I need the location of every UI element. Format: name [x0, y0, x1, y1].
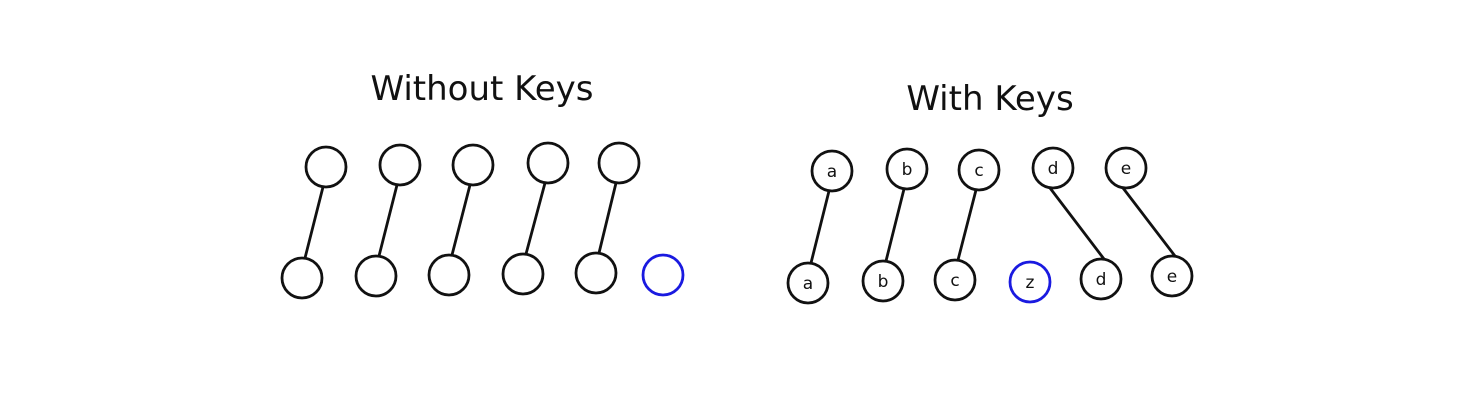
- link-line: [809, 189, 831, 265]
- link-line: [597, 181, 618, 255]
- node-circle: [641, 253, 685, 297]
- panel-title-without-keys: Without Keys: [370, 69, 593, 109]
- node-circle: [304, 145, 348, 189]
- link-line: [303, 185, 325, 260]
- nodes-group: [280, 141, 685, 300]
- link-line: [377, 183, 399, 258]
- node-label: d: [1096, 270, 1107, 290]
- node-circle: [786, 261, 830, 305]
- bottom-node: [574, 251, 618, 295]
- node-circle: [280, 256, 324, 300]
- node-circle: [885, 147, 929, 191]
- link-line: [956, 188, 978, 262]
- bottom-node: [354, 254, 398, 298]
- panel-title-with-keys: With Keys: [906, 79, 1073, 119]
- top-node: d: [1031, 146, 1075, 190]
- node-circle: [526, 141, 570, 185]
- node-circle: [861, 259, 905, 303]
- nodes-group: a b c d e a b c z d e: [786, 146, 1194, 305]
- node-label: c: [950, 271, 959, 291]
- link-line: [450, 183, 472, 257]
- node-circle: [1008, 260, 1052, 304]
- new-bottom-node: [641, 253, 685, 297]
- node-circle: [1150, 254, 1194, 298]
- link-line: [524, 181, 547, 256]
- node-circle: [597, 141, 641, 185]
- bottom-node: [280, 256, 324, 300]
- bottom-node: a: [786, 261, 830, 305]
- node-circle: [810, 149, 854, 193]
- node-circle: [1104, 146, 1148, 190]
- node-circle: [451, 143, 495, 187]
- node-label: a: [827, 162, 837, 182]
- node-circle: [427, 253, 471, 297]
- node-label: b: [878, 272, 889, 292]
- panel-with-keys: With Keys a b c d e a b c z d e: [786, 79, 1194, 305]
- top-node: [597, 141, 641, 185]
- node-label: e: [1121, 159, 1131, 179]
- node-circle: [574, 251, 618, 295]
- links-group: [809, 186, 1177, 265]
- node-label: a: [803, 274, 813, 294]
- link-line: [1121, 186, 1177, 258]
- node-circle: [933, 258, 977, 302]
- top-node: b: [885, 147, 929, 191]
- node-circle: [957, 148, 1001, 192]
- node-circle: [1031, 146, 1075, 190]
- node-circle: [1079, 257, 1123, 301]
- bottom-node: b: [861, 259, 905, 303]
- node-circle: [501, 252, 545, 296]
- node-label: d: [1048, 159, 1059, 179]
- top-node: [451, 143, 495, 187]
- top-node: a: [810, 149, 854, 193]
- node-label: b: [902, 160, 913, 180]
- node-label: c: [974, 161, 983, 181]
- top-node: [378, 143, 422, 187]
- node-label: z: [1026, 273, 1035, 293]
- bottom-node: [501, 252, 545, 296]
- link-line: [1048, 186, 1106, 261]
- link-line: [884, 187, 906, 263]
- bottom-node: d: [1079, 257, 1123, 301]
- top-node: c: [957, 148, 1001, 192]
- new-bottom-node: z: [1008, 260, 1052, 304]
- bottom-node: c: [933, 258, 977, 302]
- bottom-node: e: [1150, 254, 1194, 298]
- links-group: [303, 181, 618, 260]
- top-node: [304, 145, 348, 189]
- node-label: e: [1167, 267, 1177, 287]
- top-node: [526, 141, 570, 185]
- panel-without-keys: Without Keys: [280, 69, 685, 300]
- node-circle: [378, 143, 422, 187]
- bottom-node: [427, 253, 471, 297]
- node-circle: [354, 254, 398, 298]
- top-node: e: [1104, 146, 1148, 190]
